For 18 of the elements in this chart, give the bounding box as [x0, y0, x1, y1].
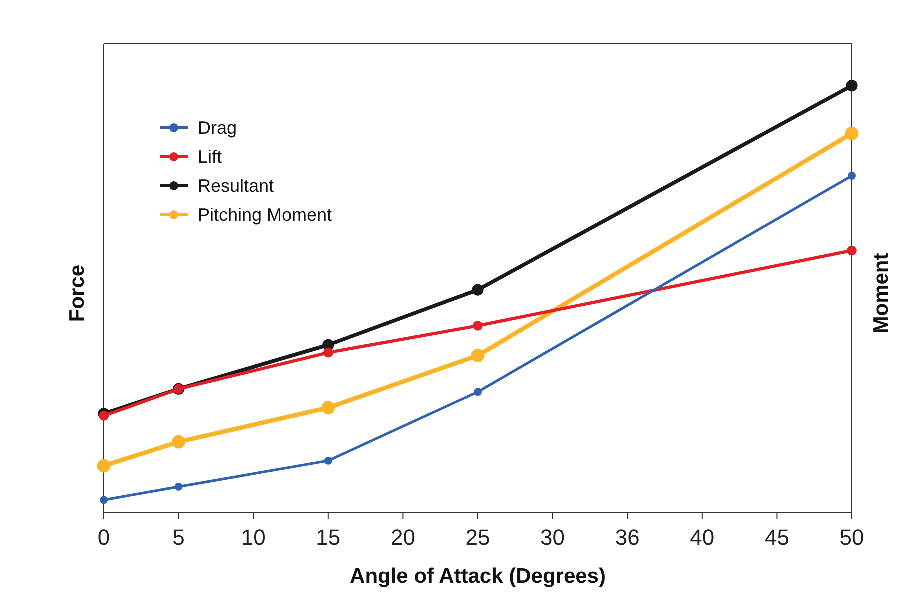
x-tick-label: 25	[466, 525, 490, 550]
x-tick-label: 30	[540, 525, 566, 550]
x-tick-label: 40	[690, 525, 715, 550]
x-tick-label: 20	[390, 525, 416, 550]
x-tick-label: 36	[615, 525, 640, 550]
x-tick-label: 15	[316, 525, 341, 550]
legend-label: Pitching Moment	[198, 205, 332, 225]
x-tick-label: 0	[98, 525, 110, 550]
x-axis-title: Angle of Attack (Degrees)	[350, 565, 606, 588]
y2-axis-title: Moment	[870, 253, 893, 334]
y-axis-title: Force	[66, 264, 89, 322]
legend-label: Resultant	[198, 176, 274, 196]
x-tick-label: 5	[172, 525, 185, 550]
legend-label: Drag	[198, 118, 238, 138]
x-tick-label: 45	[764, 525, 790, 550]
legend-label: Lift	[198, 147, 222, 167]
x-tick-label: 10	[241, 525, 266, 550]
x-tick-label: 50	[840, 525, 864, 550]
